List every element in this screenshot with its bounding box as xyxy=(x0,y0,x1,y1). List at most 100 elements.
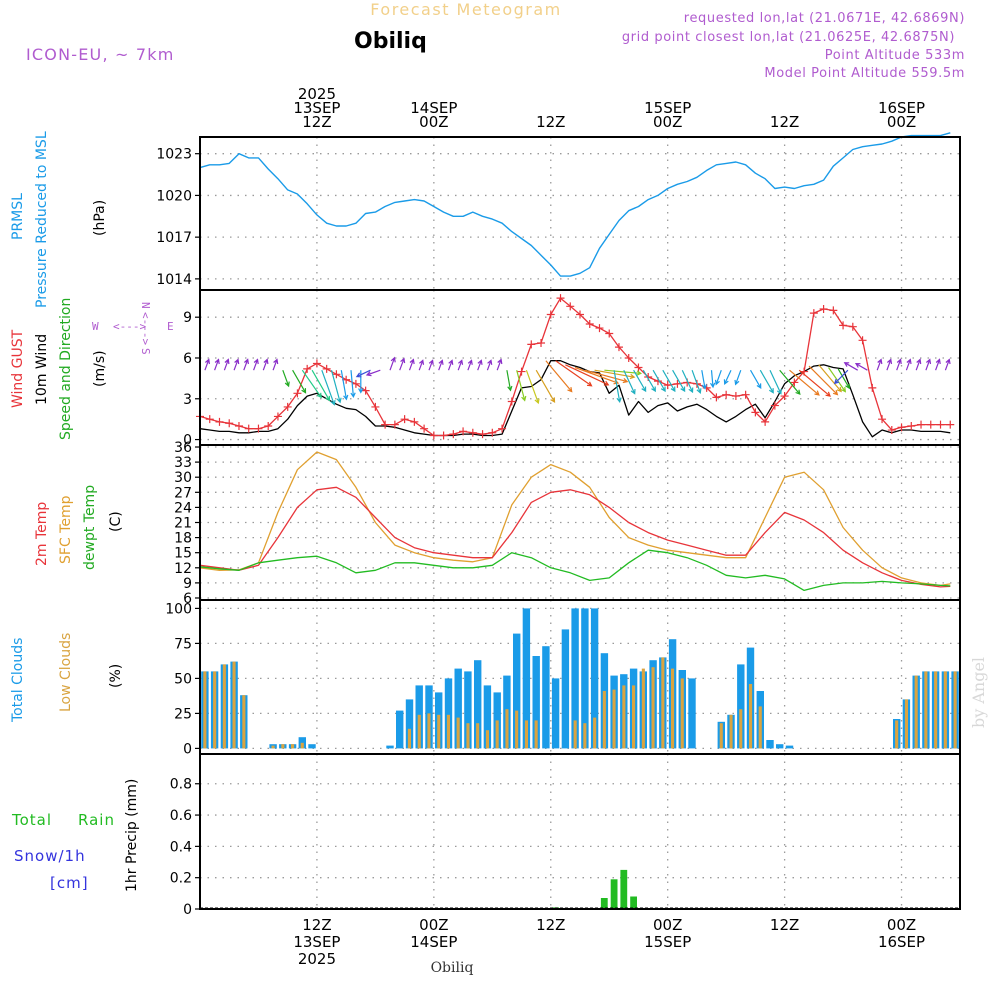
gust-marker xyxy=(741,390,750,399)
gust-label: Wind GUST xyxy=(10,329,26,408)
gust-marker xyxy=(468,428,477,437)
gust-marker xyxy=(303,364,312,373)
gust-marker xyxy=(244,424,253,433)
wind-direction-arrow xyxy=(613,370,622,404)
gust-marker xyxy=(215,417,224,426)
time-label-top: 15SEP xyxy=(644,99,691,117)
gust-marker xyxy=(585,319,594,328)
wind-labels: Wind GUST 10m Wind Speed and Direction (… xyxy=(10,298,174,440)
low-cloud-bar xyxy=(680,678,684,749)
wind-direction-arrow xyxy=(623,369,636,395)
temp2m-label: 2m Temp xyxy=(34,502,50,566)
time-label-bottom: 12Z xyxy=(302,916,331,934)
low-cloud-bar xyxy=(583,723,587,749)
wind-direction-arrow xyxy=(355,369,371,378)
low-cloud-bar xyxy=(641,668,645,749)
gust-marker xyxy=(887,426,896,435)
gust-marker xyxy=(312,359,321,368)
gust-marker xyxy=(410,417,419,426)
y-tick-label: 100 xyxy=(165,601,192,617)
gust-marker xyxy=(722,390,731,399)
compass-arrow: <---> xyxy=(113,320,146,333)
temp-unit: (C) xyxy=(108,511,124,532)
time-label-bottom: 16SEP xyxy=(878,933,925,951)
rain-label: Rain xyxy=(78,811,115,829)
point-altitude: Point Altitude 533m xyxy=(825,48,965,63)
gust-marker xyxy=(917,420,926,429)
wind-direction-arrow xyxy=(477,359,483,371)
low-cloud-bar xyxy=(437,714,441,749)
credit-watermark: by Angel xyxy=(969,657,988,728)
low-cloud-bar xyxy=(924,671,928,749)
wind-direction-arrow xyxy=(243,358,249,371)
gust-marker xyxy=(381,420,390,429)
y-tick-label: 24 xyxy=(174,500,192,516)
low-cloud-bar xyxy=(232,661,236,749)
gust-marker xyxy=(283,402,292,411)
low-cloud-bar xyxy=(466,723,470,749)
y-tick-label: 33 xyxy=(174,455,192,471)
low-cloud-bar xyxy=(446,714,450,749)
time-label-top: 12Z xyxy=(536,113,565,131)
gust-marker xyxy=(293,389,302,398)
prmsl-label: PRMSL xyxy=(10,193,26,240)
time-label-bottom: 2025 xyxy=(298,950,336,968)
y-tick-label: 1014 xyxy=(156,272,192,288)
low-cloud-bar xyxy=(271,745,275,749)
gust-marker xyxy=(731,392,740,401)
temperature-labels: 2m Temp SFC Temp dewpt Temp (C) xyxy=(34,485,124,570)
low-cloud-bar xyxy=(904,699,908,749)
wind-direction-arrow xyxy=(633,369,647,393)
wind-direction-arrow xyxy=(681,369,694,394)
total-cloud-bar xyxy=(581,608,589,749)
low-clouds-label: Low Clouds xyxy=(58,633,74,712)
y-tick-label: 0.4 xyxy=(170,839,192,855)
wind-direction-arrow xyxy=(905,358,912,371)
msl-label: Pressure Reduced to MSL xyxy=(34,131,50,308)
dewpt-line xyxy=(199,549,951,592)
panel-border xyxy=(199,136,961,291)
wind-direction-arrow xyxy=(447,359,454,371)
wind-direction-arrow xyxy=(896,358,902,371)
gust-marker xyxy=(839,321,848,330)
total-cloud-bar xyxy=(396,710,404,749)
total-cloud-bar xyxy=(542,646,550,749)
total-cloud-bar xyxy=(464,671,472,749)
wind-panel: 0 3 6 9 xyxy=(183,289,961,449)
gust-marker xyxy=(770,401,779,410)
time-label-bottom: 13SEP xyxy=(293,933,340,951)
snow-label: Snow/1h xyxy=(14,847,86,865)
low-cloud-bar xyxy=(632,685,636,749)
wind-direction-arrow xyxy=(457,359,464,371)
low-cloud-bar xyxy=(222,664,226,749)
total-cloud-bar xyxy=(454,668,462,749)
low-cloud-bar xyxy=(281,744,285,749)
wind-unit: (m/s) xyxy=(92,350,108,387)
low-cloud-bar xyxy=(573,720,577,749)
wind-direction-arrow xyxy=(204,358,210,371)
sfc-temp-label: SFC Temp xyxy=(58,495,74,564)
total-cloud-bar xyxy=(308,744,316,749)
wind-direction-arrow xyxy=(759,369,774,394)
footer-place: Obiliq xyxy=(431,960,474,976)
gust-marker xyxy=(205,415,214,424)
wind-direction-arrow xyxy=(886,358,893,371)
gust-marker xyxy=(878,415,887,424)
wind-direction-arrow xyxy=(389,356,396,371)
requested-coords: requested lon,lat (21.0671E, 42.6869N) xyxy=(684,11,965,26)
wind-direction-arrow xyxy=(769,369,782,395)
wind-direction-arrow xyxy=(486,359,493,371)
low-cloud-bar xyxy=(476,723,480,749)
low-cloud-bar xyxy=(895,720,899,749)
gust-marker xyxy=(488,428,497,437)
low-cloud-bar xyxy=(291,744,295,749)
y-tick-label: 3 xyxy=(183,392,192,408)
low-cloud-bar xyxy=(300,742,304,749)
total-cloud-bar xyxy=(386,745,394,749)
wind-direction-arrow xyxy=(301,369,322,399)
place-title: Obiliq xyxy=(354,29,427,54)
model-label: ICON-EU, ~ 7km xyxy=(26,45,175,64)
y-tick-label: 18 xyxy=(174,531,192,547)
wind-direction-arrow xyxy=(565,364,610,386)
